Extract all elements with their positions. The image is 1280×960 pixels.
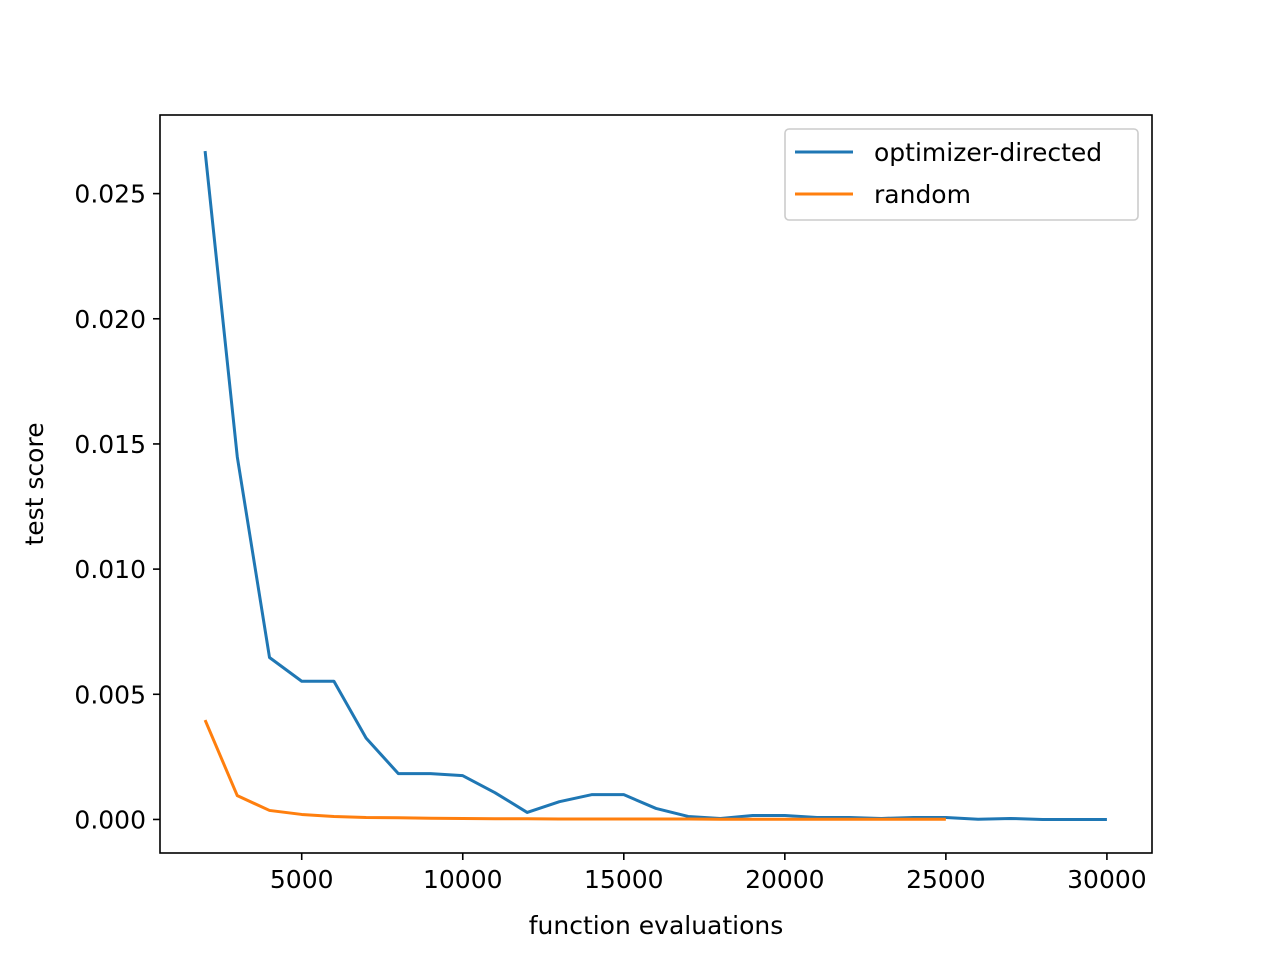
y-axis-label: test score bbox=[20, 422, 49, 545]
x-tick-label: 10000 bbox=[423, 865, 503, 894]
legend-box bbox=[784, 128, 1139, 221]
y-tick-label: 0.005 bbox=[74, 680, 146, 709]
y-tick-label: 0.025 bbox=[74, 180, 146, 209]
x-tick-label: 20000 bbox=[745, 865, 825, 894]
y-tick-label: 0.000 bbox=[74, 805, 146, 834]
legend-label: random bbox=[874, 180, 971, 209]
y-tick-label: 0.015 bbox=[74, 430, 146, 459]
data-line bbox=[203, 150, 1107, 821]
x-tick-label: 25000 bbox=[906, 865, 986, 894]
x-tick-label: 15000 bbox=[584, 865, 664, 894]
x-axis-label: function evaluations bbox=[529, 911, 784, 940]
legend-label: optimizer-directed bbox=[874, 138, 1102, 167]
y-tick-label: 0.020 bbox=[74, 305, 146, 334]
x-tick-label: 30000 bbox=[1067, 865, 1147, 894]
data-line bbox=[203, 719, 946, 821]
plot-frame bbox=[159, 114, 1153, 854]
x-tick-label: 5000 bbox=[270, 865, 334, 894]
y-tick-label: 0.010 bbox=[74, 555, 146, 584]
